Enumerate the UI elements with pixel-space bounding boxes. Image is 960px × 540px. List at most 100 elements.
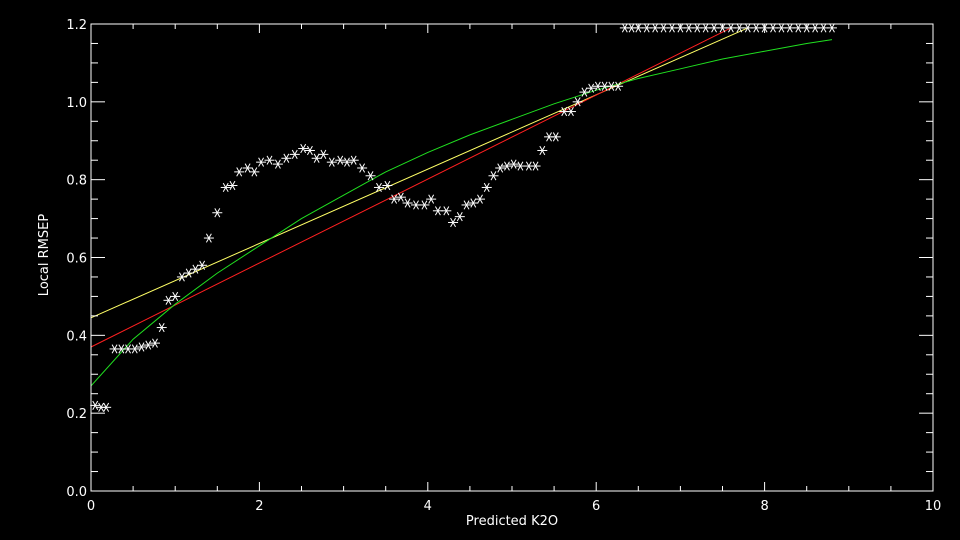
data-point: [212, 208, 223, 218]
data-point: [768, 23, 779, 33]
data-point: [395, 192, 406, 202]
axes: 0 2 4 6 8 10 0.0 0.2 0.4 0.6 0.8 1.0 1.2: [66, 18, 941, 514]
fit-lines: [90, 27, 833, 387]
data-point: [136, 342, 147, 352]
data-point: [742, 23, 753, 33]
data-point: [289, 149, 300, 159]
data-point: [709, 23, 720, 33]
x-tick-label: 2: [255, 499, 263, 514]
data-point: [826, 23, 837, 33]
data-point: [441, 206, 452, 216]
data-point: [537, 145, 548, 156]
data-point: [311, 153, 322, 163]
data-point: [550, 132, 561, 142]
data-point: [365, 171, 376, 181]
fit-line-1: [90, 27, 749, 319]
data-point: [411, 200, 422, 210]
data-point: [468, 198, 479, 208]
data-point: [304, 145, 315, 156]
y-tick-label: 1.2: [66, 18, 87, 33]
data-point: [481, 182, 492, 193]
data-point: [176, 272, 187, 282]
data-point: [650, 23, 661, 33]
data-point: [335, 155, 346, 165]
data-point: [183, 268, 194, 278]
x-tick-label: 6: [592, 499, 600, 514]
data-point: [658, 23, 669, 33]
fit-line-3: [90, 39, 833, 387]
data-point: [101, 402, 112, 412]
data-point: [419, 200, 430, 210]
data-point: [432, 206, 443, 216]
data-point: [692, 23, 703, 33]
data-point: [249, 167, 260, 177]
y-tick-label: 0.0: [66, 485, 87, 500]
data-point: [488, 171, 499, 181]
x-tick-label: 4: [424, 499, 432, 514]
y-tick-label: 0.8: [66, 174, 87, 189]
x-tick-label: 8: [760, 499, 768, 514]
y-tick-label: 0.6: [66, 252, 87, 267]
data-point: [129, 344, 140, 354]
data-point: [508, 159, 519, 169]
data-point: [272, 159, 283, 169]
data-point: [373, 182, 384, 193]
data-point: [197, 260, 208, 270]
data-point: [776, 23, 787, 33]
data-point: [734, 23, 745, 33]
data-point: [389, 194, 400, 204]
data-point: [461, 200, 472, 210]
y-tick-label: 1.0: [66, 96, 87, 111]
data-point: [810, 23, 821, 33]
data-point: [793, 23, 804, 33]
data-point: [495, 163, 506, 173]
x-tick-label: 0: [87, 499, 95, 514]
data-point: [501, 161, 512, 171]
data-point: [586, 83, 597, 93]
data-point: [256, 157, 267, 167]
y-tick-label: 0.2: [66, 407, 87, 422]
data-point: [318, 149, 329, 159]
data-point: [326, 157, 337, 167]
data-point: [149, 338, 160, 348]
y-axis-title: Local RMSEP: [37, 214, 52, 297]
scatter-points: [90, 23, 837, 412]
y-tick-label: 0.4: [66, 329, 87, 344]
data-point: [751, 23, 762, 33]
data-point: [298, 143, 309, 154]
data-point: [572, 97, 583, 107]
data-point: [579, 87, 590, 97]
fit-line-2: [90, 27, 732, 348]
data-point: [700, 23, 711, 33]
x-axis-title: Predicted K2O: [466, 514, 558, 529]
data-point: [341, 157, 352, 167]
data-point: [818, 23, 829, 33]
data-point: [242, 163, 253, 173]
data-point: [784, 23, 795, 33]
data-point: [90, 400, 101, 410]
data-point: [448, 217, 459, 228]
data-point: [725, 23, 736, 33]
data-point: [348, 155, 359, 165]
data-point: [203, 233, 214, 243]
data-point: [530, 161, 541, 171]
data-point: [683, 23, 694, 33]
data-point: [190, 264, 201, 274]
data-point: [170, 291, 181, 302]
data-point: [402, 198, 413, 208]
data-point: [357, 163, 368, 173]
data-point: [515, 161, 526, 171]
x-tick-label: 10: [925, 499, 942, 514]
data-point: [613, 81, 624, 91]
data-point: [641, 23, 652, 33]
data-point: [234, 167, 245, 177]
data-point: [163, 295, 174, 305]
data-point: [454, 212, 465, 222]
data-point: [220, 182, 231, 193]
data-point: [227, 180, 238, 191]
data-point: [264, 155, 275, 165]
data-point: [281, 153, 292, 163]
data-point: [143, 340, 154, 350]
